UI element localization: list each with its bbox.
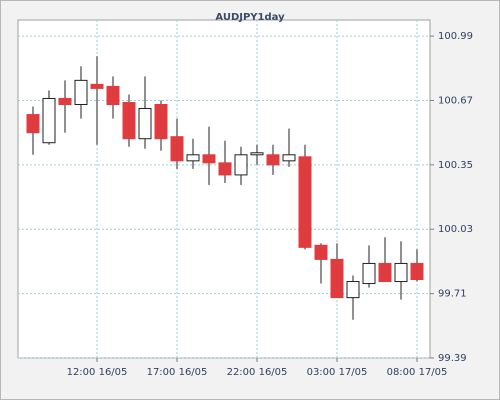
y-tick-label: 99.39: [438, 353, 467, 364]
y-tick-label: 99.71: [438, 289, 467, 300]
candle-body: [138, 108, 152, 140]
candle-body: [330, 258, 344, 299]
candle-body: [90, 83, 104, 89]
x-tick-label: 17:00 16/05: [147, 367, 208, 378]
candle-body: [74, 79, 88, 105]
plot-area: [17, 19, 431, 359]
candle-body: [410, 262, 424, 281]
candle-body: [234, 154, 248, 176]
candle-body: [282, 154, 296, 162]
candle-body: [362, 262, 376, 285]
candle-body: [250, 152, 264, 156]
candle-body: [378, 262, 392, 283]
candle-body: [58, 97, 72, 106]
candle-body: [298, 156, 312, 248]
x-tick-label: 03:00 17/05: [307, 367, 368, 378]
candle-body: [186, 154, 200, 162]
y-tick-label: 100.67: [438, 95, 473, 106]
x-tick-label: 08:00 17/05: [387, 367, 448, 378]
candle-body: [106, 85, 120, 106]
x-tick-label: 12:00 16/05: [67, 367, 128, 378]
candle-body: [346, 281, 360, 299]
y-tick-label: 100.35: [438, 160, 473, 171]
candle-body: [202, 154, 216, 164]
candle-body: [218, 162, 232, 176]
candle-body: [122, 101, 136, 140]
candle-body: [170, 136, 184, 162]
candle-body: [394, 262, 408, 283]
candle-body: [26, 114, 40, 134]
candle-body: [314, 244, 328, 260]
candle-body: [154, 104, 168, 140]
y-tick-label: 100.99: [438, 31, 473, 42]
x-tick-label: 22:00 16/05: [227, 367, 288, 378]
candle-body: [42, 97, 56, 144]
y-tick-label: 100.03: [438, 224, 473, 235]
candle-body: [266, 154, 280, 166]
chart-title: AUDJPY1day: [215, 12, 285, 23]
